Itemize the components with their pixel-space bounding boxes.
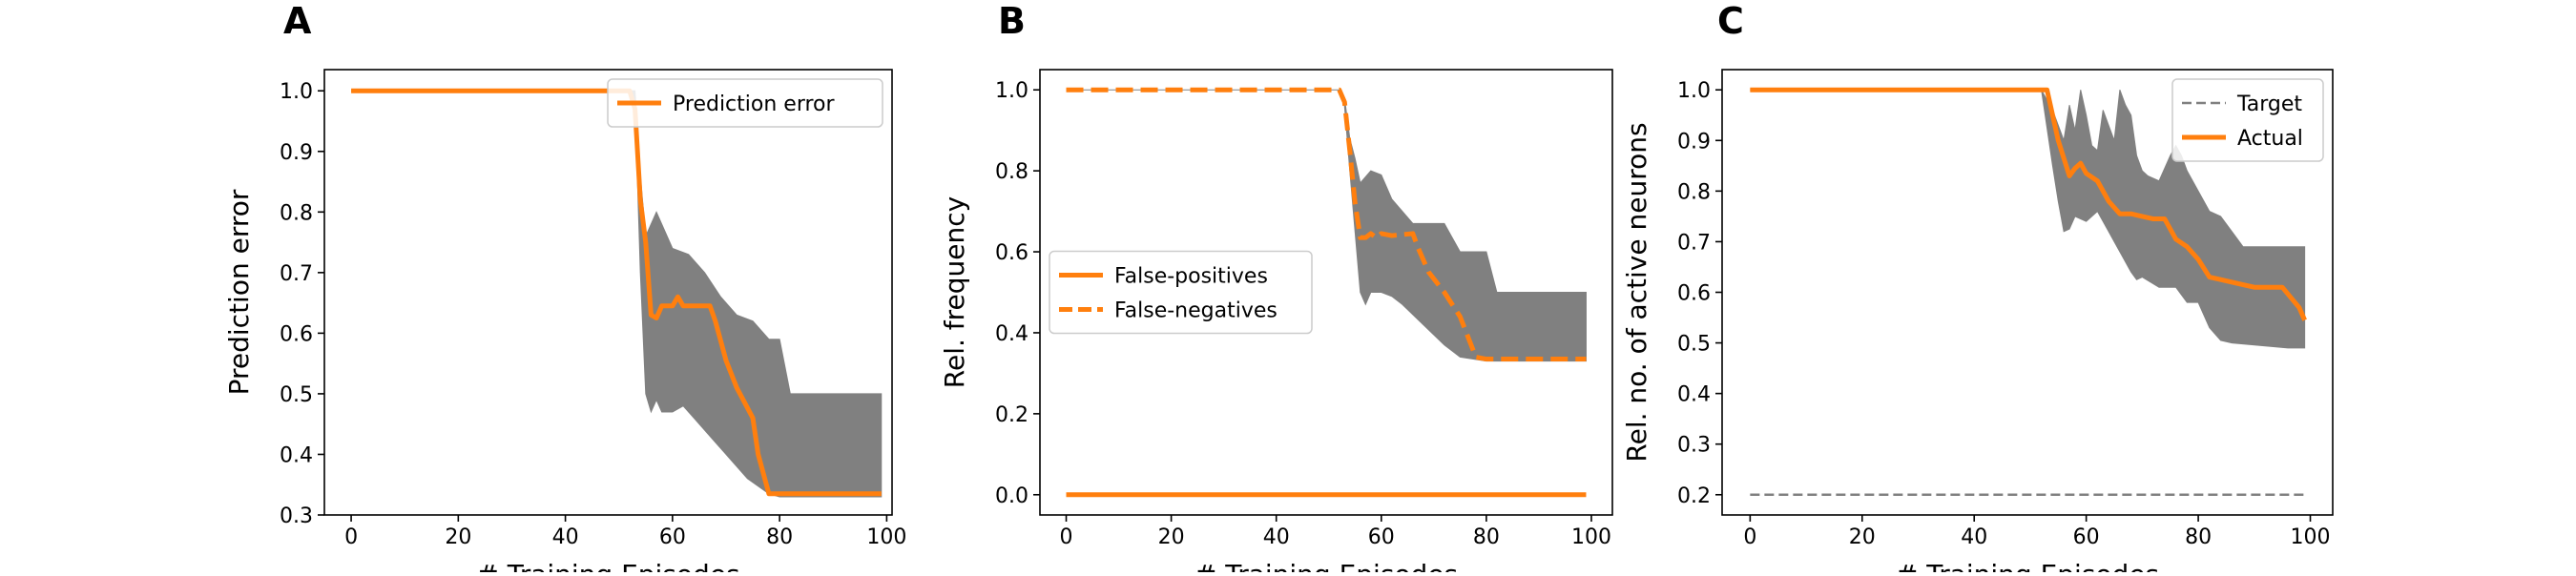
y-tick-label: 0.5 bbox=[280, 383, 313, 407]
x-tick-label: 20 bbox=[445, 525, 471, 549]
legend: Target Actual bbox=[2171, 78, 2324, 162]
y-tick-label: 0.8 bbox=[1677, 180, 1711, 204]
x-tick-label: 40 bbox=[552, 525, 579, 549]
x-tick-label: 60 bbox=[2073, 525, 2100, 549]
variance-band bbox=[1750, 89, 2306, 349]
x-axis-label: # Training Episodes bbox=[1896, 559, 2159, 572]
y-tick-label: 0.2 bbox=[1677, 484, 1711, 508]
y-axis-label: Rel. frequency bbox=[939, 196, 970, 388]
axes-frame bbox=[323, 69, 893, 516]
y-tick-label: 0.6 bbox=[280, 322, 313, 346]
x-tick-label: 20 bbox=[1849, 525, 1876, 549]
y-tick-label: 0.2 bbox=[995, 403, 1028, 427]
y-tick-label: 0.4 bbox=[995, 322, 1028, 346]
x-tick-label: 80 bbox=[1473, 525, 1500, 549]
y-tick-label: 0.9 bbox=[280, 141, 313, 165]
y-axis-label: Prediction error bbox=[223, 189, 255, 395]
variance-band bbox=[351, 90, 883, 498]
series-line-prediction-error bbox=[351, 88, 882, 497]
y-tick-label: 0.3 bbox=[1677, 434, 1711, 458]
legend-label: Target bbox=[2236, 93, 2302, 116]
panel-label: B bbox=[998, 0, 1026, 42]
panel-a: 0 20 40 60 80 100 0.3 0.4 0.5 0.6 0.7 0.8 0.9 1.0 # Tr… bbox=[223, 0, 906, 576]
y-tick-label: 0.9 bbox=[1677, 130, 1711, 154]
x-tick-label: 100 bbox=[1571, 525, 1611, 549]
y-tick-label: 0.8 bbox=[280, 201, 313, 225]
y-tick-label: 0.5 bbox=[1677, 333, 1711, 357]
series-line-false-negatives bbox=[1066, 87, 1587, 362]
legend: False-positives False-negatives bbox=[1049, 250, 1313, 335]
panel-b: 0 20 40 60 80 100 0.0 0.2 0.4 0.6 0.8 1.0 # Training… bbox=[939, 0, 1613, 576]
legend-box bbox=[607, 78, 883, 128]
legend-box bbox=[1049, 250, 1313, 335]
y-tick-label: 0.3 bbox=[280, 504, 313, 528]
panel-c: 0 20 40 60 80 100 0.2 0.3 0.4 0.5 0.6 0.7 0.8 0.9 1.0 #… bbox=[1621, 0, 2334, 576]
y-tick-label: 0.8 bbox=[995, 160, 1028, 184]
y-tick-label: 0.6 bbox=[995, 241, 1028, 265]
x-axis-label: # Training Episodes bbox=[1195, 559, 1458, 572]
legend-label: Prediction error bbox=[673, 93, 835, 116]
y-tick-label: 0.4 bbox=[280, 443, 313, 467]
x-tick-label: 80 bbox=[2185, 525, 2212, 549]
legend-label: False-positives bbox=[1114, 265, 1268, 289]
legend-label: Actual bbox=[2237, 127, 2303, 151]
panel-label: A bbox=[283, 0, 312, 42]
y-tick-label: 0.6 bbox=[1677, 282, 1711, 306]
legend-box bbox=[2171, 78, 2324, 162]
x-tick-label: 60 bbox=[659, 525, 686, 549]
y-tick-label: 0.7 bbox=[280, 262, 313, 286]
y-tick-label: 0.7 bbox=[1677, 231, 1711, 255]
x-tick-label: 20 bbox=[1158, 525, 1185, 549]
series-line-actual bbox=[1750, 87, 2307, 321]
x-tick-label: 40 bbox=[1961, 525, 1987, 549]
axes-frame bbox=[1039, 69, 1613, 516]
x-tick-label: 0 bbox=[1743, 525, 1756, 549]
y-tick-label: 1.0 bbox=[280, 80, 313, 104]
x-tick-label: 100 bbox=[866, 525, 906, 549]
panel-label: C bbox=[1717, 0, 1744, 42]
y-axis-label: Rel. no. of active neurons bbox=[1621, 122, 1652, 462]
y-tick-label: 0.0 bbox=[995, 484, 1028, 508]
x-tick-label: 80 bbox=[766, 525, 793, 549]
y-tick-label: 1.0 bbox=[1677, 79, 1711, 103]
legend: Prediction error bbox=[607, 78, 883, 128]
y-tick-label: 1.0 bbox=[995, 79, 1028, 103]
x-tick-label: 0 bbox=[344, 525, 358, 549]
x-tick-label: 40 bbox=[1263, 525, 1290, 549]
x-axis-label: # Training Episodes bbox=[476, 559, 739, 572]
variance-band bbox=[1066, 89, 1587, 362]
y-tick-label: 0.4 bbox=[1677, 383, 1711, 407]
x-tick-label: 0 bbox=[1060, 525, 1073, 549]
legend-label: False-negatives bbox=[1114, 299, 1278, 323]
x-tick-label: 100 bbox=[2291, 525, 2331, 549]
x-tick-label: 60 bbox=[1368, 525, 1395, 549]
